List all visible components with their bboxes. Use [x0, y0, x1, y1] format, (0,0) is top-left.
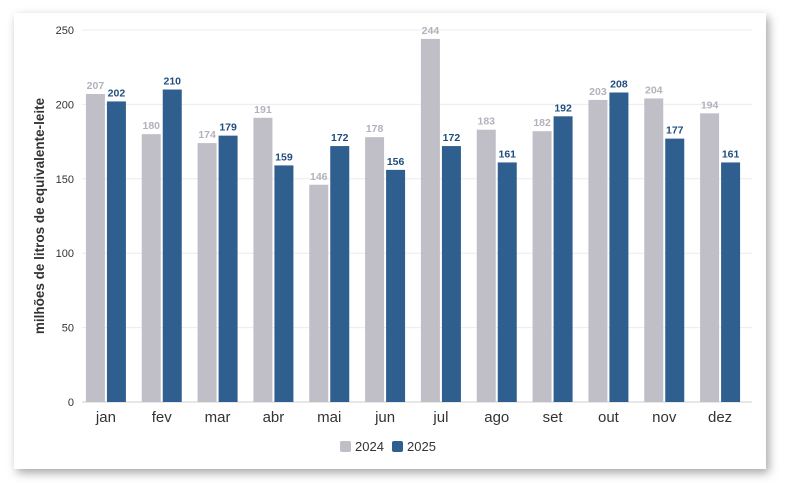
bar-2024-fev — [141, 134, 161, 402]
data-label-2025-fev: 210 — [163, 76, 181, 88]
y-tick-label: 150 — [56, 174, 74, 186]
data-label-2025-mai: 172 — [331, 132, 349, 144]
data-label-2024-dez: 194 — [701, 99, 719, 111]
data-label-2025-dez: 161 — [722, 148, 740, 160]
data-label-2025-jun: 156 — [387, 156, 405, 168]
data-label-2024-out: 203 — [589, 86, 607, 98]
data-label-2024-mai: 146 — [310, 171, 328, 183]
bar-2024-jul — [420, 38, 440, 402]
legend-label-2024: 2024 — [355, 439, 384, 454]
bar-2025-jul — [441, 146, 461, 402]
x-tick-label: abr — [263, 409, 285, 426]
data-label-2024-mar: 174 — [198, 129, 216, 141]
bar-2024-mar — [197, 143, 217, 402]
data-label-2025-jul: 172 — [443, 132, 461, 144]
y-tick-label: 100 — [56, 248, 74, 260]
data-label-2024-fev: 180 — [142, 120, 160, 132]
y-tick-label: 50 — [62, 323, 74, 335]
data-label-2025-jan: 202 — [108, 87, 126, 99]
bar-2024-ago — [476, 129, 496, 403]
bar-2025-fev — [162, 89, 182, 403]
data-label-2025-mar: 179 — [219, 122, 237, 134]
data-label-2024-ago: 183 — [477, 116, 495, 128]
data-label-2025-ago: 161 — [498, 148, 516, 160]
bar-2025-mai — [330, 146, 350, 402]
x-tick-label: dez — [708, 409, 732, 426]
x-tick-label: fev — [152, 409, 173, 426]
bar-2024-mai — [309, 184, 329, 402]
data-label-2024-abr: 191 — [254, 104, 272, 116]
bar-2024-nov — [644, 98, 664, 402]
bar-2024-abr — [253, 117, 273, 403]
x-tick-label: nov — [652, 409, 677, 426]
x-tick-label: mar — [205, 409, 231, 426]
data-label-2025-set: 192 — [554, 102, 572, 114]
x-tick-label: jan — [95, 409, 116, 426]
gridlines — [82, 29, 752, 403]
x-tick-label: mai — [317, 409, 341, 426]
bar-2024-out — [588, 99, 608, 402]
legend-swatch-2025 — [392, 441, 403, 452]
y-axis-title: milhões de litros de equivalente-leite — [32, 97, 47, 334]
x-tick-label: set — [543, 409, 564, 426]
bar-2025-out — [609, 92, 629, 402]
data-label-2024-jun: 178 — [366, 123, 384, 135]
bar-2025-mar — [218, 135, 238, 402]
data-label-2024-jul: 244 — [422, 25, 440, 37]
legend: 2024 2025 — [340, 439, 436, 454]
bar-2024-jan — [85, 93, 105, 402]
bar-2025-set — [553, 116, 573, 402]
x-tick-label: jun — [374, 409, 395, 426]
bar-2025-abr — [274, 165, 294, 402]
bar-2025-jun — [386, 169, 406, 402]
data-label-2025-nov: 177 — [666, 125, 684, 137]
bars — [85, 38, 741, 403]
y-tick-label: 0 — [68, 397, 74, 409]
bar-2025-nov — [665, 138, 685, 402]
data-label-2024-jan: 207 — [87, 80, 105, 92]
y-tick-label: 200 — [56, 99, 74, 111]
legend-label-2025: 2025 — [407, 439, 436, 454]
x-axis-categories: jan fev mar abr mai jun jul ago set out nov dez — [95, 409, 732, 426]
bar-2024-set — [532, 131, 552, 402]
data-label-2024-set: 182 — [533, 117, 551, 129]
bar-2024-dez — [700, 113, 720, 402]
legend-swatch-2024 — [340, 441, 351, 452]
data-label-2024-nov: 204 — [645, 84, 663, 96]
x-tick-label: ago — [484, 409, 509, 426]
x-tick-label: out — [598, 409, 620, 426]
bar-2025-ago — [497, 162, 517, 402]
bar-2025-jan — [106, 101, 126, 402]
bar-2025-dez — [721, 162, 741, 402]
y-axis-ticks: 0 50 100 150 200 250 — [56, 25, 74, 409]
bar-2024-jun — [365, 137, 385, 403]
data-label-2025-out: 208 — [610, 78, 628, 90]
y-tick-label: 250 — [56, 25, 74, 37]
data-label-2025-abr: 159 — [275, 151, 293, 163]
x-tick-label: jul — [432, 409, 448, 426]
